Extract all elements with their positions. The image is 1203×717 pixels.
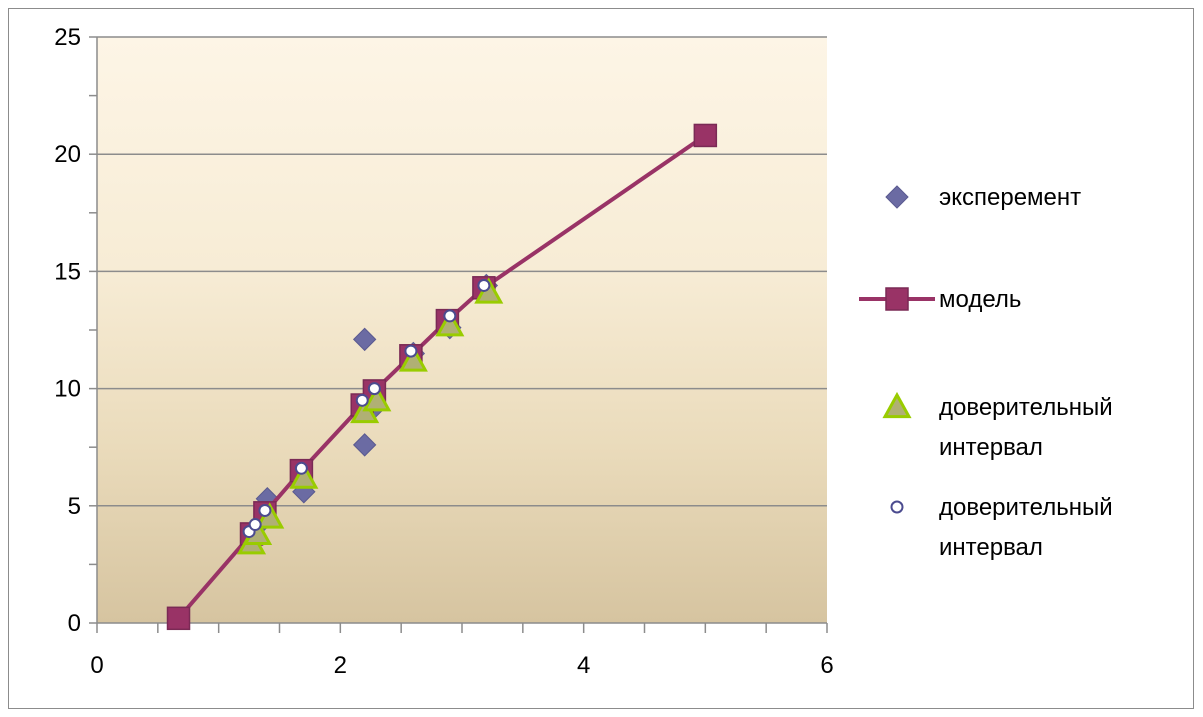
series-2-point <box>398 345 428 372</box>
legend-entry-1: модель <box>859 286 1021 313</box>
x-tick-label: 6 <box>820 652 833 679</box>
y-tick-label: 5 <box>68 493 81 520</box>
legend-entry-2: доверительный интервал <box>882 391 1113 461</box>
series-2-point <box>289 462 319 489</box>
x-tick-label: 2 <box>334 652 347 679</box>
series-0-point <box>352 433 377 457</box>
y-tick-label: 15 <box>54 258 81 285</box>
legend: эксперементмодельдоверительныйинтервалдо… <box>859 184 1113 561</box>
legend-label-2-1: интервал <box>939 434 1043 461</box>
series-3-point <box>443 309 457 323</box>
series-2-point <box>435 310 465 337</box>
x-tick-label: 4 <box>577 652 590 679</box>
legend-marker-2 <box>882 391 912 419</box>
series-2-point <box>362 385 392 412</box>
series-3-point <box>258 503 272 517</box>
chart-svg: 0 5 10 15 20 25 0 2 4 6 эксперемент модель доверите… <box>54 24 1113 679</box>
legend-marker-1 <box>885 287 909 311</box>
series-3 <box>242 278 491 539</box>
legend-label-3-0: доверительный <box>939 494 1113 521</box>
y-tick-label: 0 <box>68 610 81 637</box>
series-1-point <box>166 606 191 631</box>
series-3-point <box>294 461 308 475</box>
legend-label-1: модель <box>939 286 1021 313</box>
legend-entry-0: эксперемент <box>885 184 1081 211</box>
series-3-point <box>477 278 491 292</box>
y-tick-label: 25 <box>54 24 81 51</box>
series-3-point <box>248 518 262 532</box>
y-tick-label: 20 <box>54 141 81 168</box>
series-3-point <box>404 344 418 358</box>
series-3-point <box>367 382 381 396</box>
series-layer <box>166 123 718 631</box>
legend-label-2-0: доверительный <box>939 394 1113 421</box>
series-1-point <box>693 123 718 148</box>
series-2 <box>236 277 504 555</box>
x-tick-label: 0 <box>90 652 103 679</box>
chart-frame: 0 5 10 15 20 25 0 2 4 6 эксперемент модель доверите… <box>8 8 1194 709</box>
plot-area-background <box>97 37 827 623</box>
legend-label-3-1: интервал <box>939 534 1043 561</box>
y-tick-label: 10 <box>54 376 81 403</box>
legend-entry-3: доверительный интервал <box>890 494 1113 561</box>
legend-label-0: эксперемент <box>939 184 1081 211</box>
gridlines <box>97 36 827 507</box>
legend-marker-3 <box>890 500 904 514</box>
series-0-point <box>352 327 377 352</box>
axes: 0 5 10 15 20 25 0 2 4 6 <box>54 24 833 679</box>
legend-marker-0 <box>885 185 909 209</box>
series-3-point <box>355 393 369 407</box>
